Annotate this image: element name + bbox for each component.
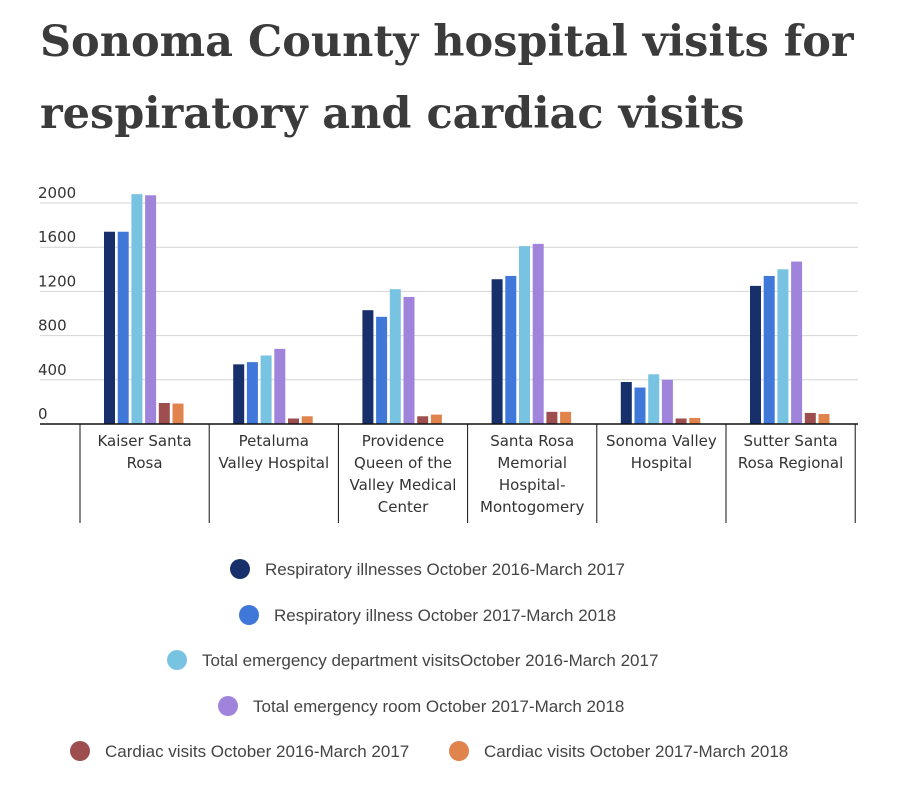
bar <box>145 195 157 424</box>
bar <box>804 412 816 424</box>
bar <box>430 414 442 424</box>
bar <box>661 379 673 424</box>
category-label-line: Petaluma <box>239 432 309 450</box>
bar <box>560 411 572 424</box>
bar <box>532 243 544 424</box>
legend-item: Total emergency department visitsOctober… <box>167 650 658 670</box>
bar <box>233 364 245 424</box>
category-label-line: Rosa Regional <box>738 454 843 472</box>
legend-swatch <box>449 741 469 761</box>
bars <box>104 194 830 424</box>
bar <box>260 355 272 424</box>
bar <box>389 289 401 424</box>
category-label: Providence Queen of the Valley Medical Cent… <box>350 432 457 516</box>
y-tick-label: 2000 <box>38 184 76 202</box>
bar <box>274 348 286 424</box>
bar <box>158 403 170 424</box>
category-label-line: Sonoma Valley <box>606 432 717 450</box>
category-label-line: Sutter Santa <box>743 432 837 450</box>
bar <box>546 411 558 424</box>
bar <box>246 362 258 424</box>
bar <box>763 275 775 424</box>
category-label-line: Santa Rosa <box>490 432 574 450</box>
legend-item: Cardiac visits October 2017-March 2018 <box>449 741 788 761</box>
legend-item: Respiratory illnesses October 2016-March… <box>230 559 625 579</box>
bar <box>689 417 701 424</box>
bar <box>750 285 761 424</box>
bar <box>505 275 517 424</box>
bar <box>519 246 530 424</box>
legend-item: Total emergency room October 2017-March … <box>218 696 624 716</box>
y-axis-ticks: 0 400 800 1200 1600 2000 <box>38 184 76 423</box>
bar <box>362 310 374 424</box>
legend-swatch <box>70 741 90 761</box>
y-tick-label: 0 <box>38 405 48 423</box>
category-label: Sonoma Valley Hospital <box>606 432 717 472</box>
legend-label: Total emergency room October 2017-March … <box>253 697 624 716</box>
category-label: Petaluma Valley Hospital <box>218 432 329 472</box>
bar <box>675 418 687 424</box>
category-label: Santa Rosa Memorial Hospital- Montogomery <box>480 432 584 516</box>
chart-title: Sonoma County hospital visits for respir… <box>40 17 854 139</box>
legend-label: Respiratory illness October 2017-March 2… <box>274 606 616 625</box>
bar <box>417 416 429 424</box>
category-label-line: Center <box>378 498 429 516</box>
category-label: Kaiser Santa Rosa <box>97 432 191 472</box>
gridlines <box>40 202 858 381</box>
category-label-line: Hospital <box>631 454 692 472</box>
legend-swatch <box>230 559 250 579</box>
category-label-line: Kaiser Santa <box>97 432 191 450</box>
legend: Respiratory illnesses October 2016-March… <box>70 559 788 761</box>
bar <box>634 387 646 424</box>
bar <box>620 382 632 424</box>
bar <box>777 269 789 424</box>
bar <box>172 403 184 424</box>
legend-swatch <box>239 605 259 625</box>
category-label-line: Rosa <box>127 454 163 472</box>
bar <box>818 414 830 424</box>
bar <box>131 194 143 424</box>
legend-item: Respiratory illness October 2017-March 2… <box>239 605 616 625</box>
bar <box>491 279 503 424</box>
bar <box>403 296 415 424</box>
category-label-line: Valley Hospital <box>218 454 329 472</box>
legend-label: Cardiac visits October 2016-March 2017 <box>105 742 409 761</box>
bar <box>301 416 313 424</box>
legend-label: Respiratory illnesses October 2016-March… <box>265 560 625 579</box>
y-tick-label: 400 <box>38 361 67 379</box>
legend-swatch <box>167 650 187 670</box>
bar <box>791 261 803 424</box>
legend-label: Total emergency department visitsOctober… <box>202 651 658 670</box>
bar <box>117 231 129 424</box>
category-label: Sutter Santa Rosa Regional <box>738 432 843 472</box>
legend-label: Cardiac visits October 2017-March 2018 <box>484 742 788 761</box>
category-label-line: Memorial <box>497 454 567 472</box>
legend-item: Cardiac visits October 2016-March 2017 <box>70 741 409 761</box>
category-label-line: Queen of the <box>354 454 452 472</box>
bar <box>104 231 115 424</box>
y-tick-label: 1200 <box>38 272 76 290</box>
bar <box>648 374 660 424</box>
y-tick-label: 1600 <box>38 228 76 246</box>
legend-swatch <box>218 696 238 716</box>
category-label-line: Montogomery <box>480 498 584 516</box>
category-label-line: Hospital- <box>499 476 566 494</box>
bar <box>376 316 388 424</box>
category-label-line: Valley Medical <box>350 476 457 494</box>
y-tick-label: 800 <box>38 317 67 335</box>
bar <box>288 418 299 424</box>
category-label-line: Providence <box>362 432 445 450</box>
